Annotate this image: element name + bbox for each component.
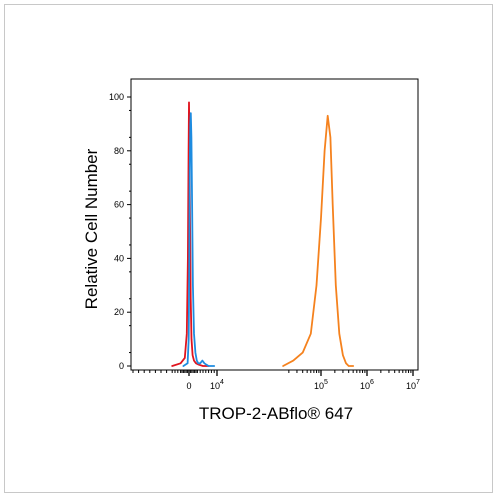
x-axis-ticks <box>132 370 414 376</box>
x-tick-label-base: 10 <box>314 381 324 391</box>
y-tick-label: 100 <box>109 92 124 102</box>
x-tick-label: 0 <box>186 381 191 391</box>
plot-area <box>130 78 419 371</box>
x-tick-label: 107 <box>406 379 420 391</box>
series-line-2 <box>182 112 216 367</box>
y-axis-tick-labels: 0 20 40 60 80 100 <box>109 92 124 371</box>
x-axis-title: TROP-2-ABflo® 647 <box>199 404 353 423</box>
series-line-3 <box>282 114 355 367</box>
y-axis-ticks <box>127 96 131 367</box>
x-tick-label: 105 <box>314 379 328 391</box>
x-axis-tick-labels: 0 104 105 106 107 <box>186 379 420 391</box>
x-tick-label-exponent: 7 <box>416 379 420 386</box>
x-tick-label-base: 0 <box>186 381 191 391</box>
x-tick-label-exponent: 4 <box>220 379 224 386</box>
y-tick-label: 20 <box>114 307 124 317</box>
x-tick-label-exponent: 6 <box>370 379 374 386</box>
y-tick-label: 80 <box>114 146 124 156</box>
y-tick-label: 40 <box>114 253 124 263</box>
x-tick-label-base: 10 <box>406 381 416 391</box>
x-tick-label: 106 <box>360 379 374 391</box>
y-axis-title: Relative Cell Number <box>82 148 101 309</box>
y-tick-label: 0 <box>119 361 124 371</box>
y-tick-label: 60 <box>114 200 124 210</box>
series-lines <box>171 101 355 367</box>
x-tick-label-base: 10 <box>210 381 220 391</box>
x-tick-label: 104 <box>210 379 224 391</box>
x-tick-label-base: 10 <box>360 381 370 391</box>
figure-frame <box>4 4 493 493</box>
x-tick-label-exponent: 5 <box>324 379 328 386</box>
